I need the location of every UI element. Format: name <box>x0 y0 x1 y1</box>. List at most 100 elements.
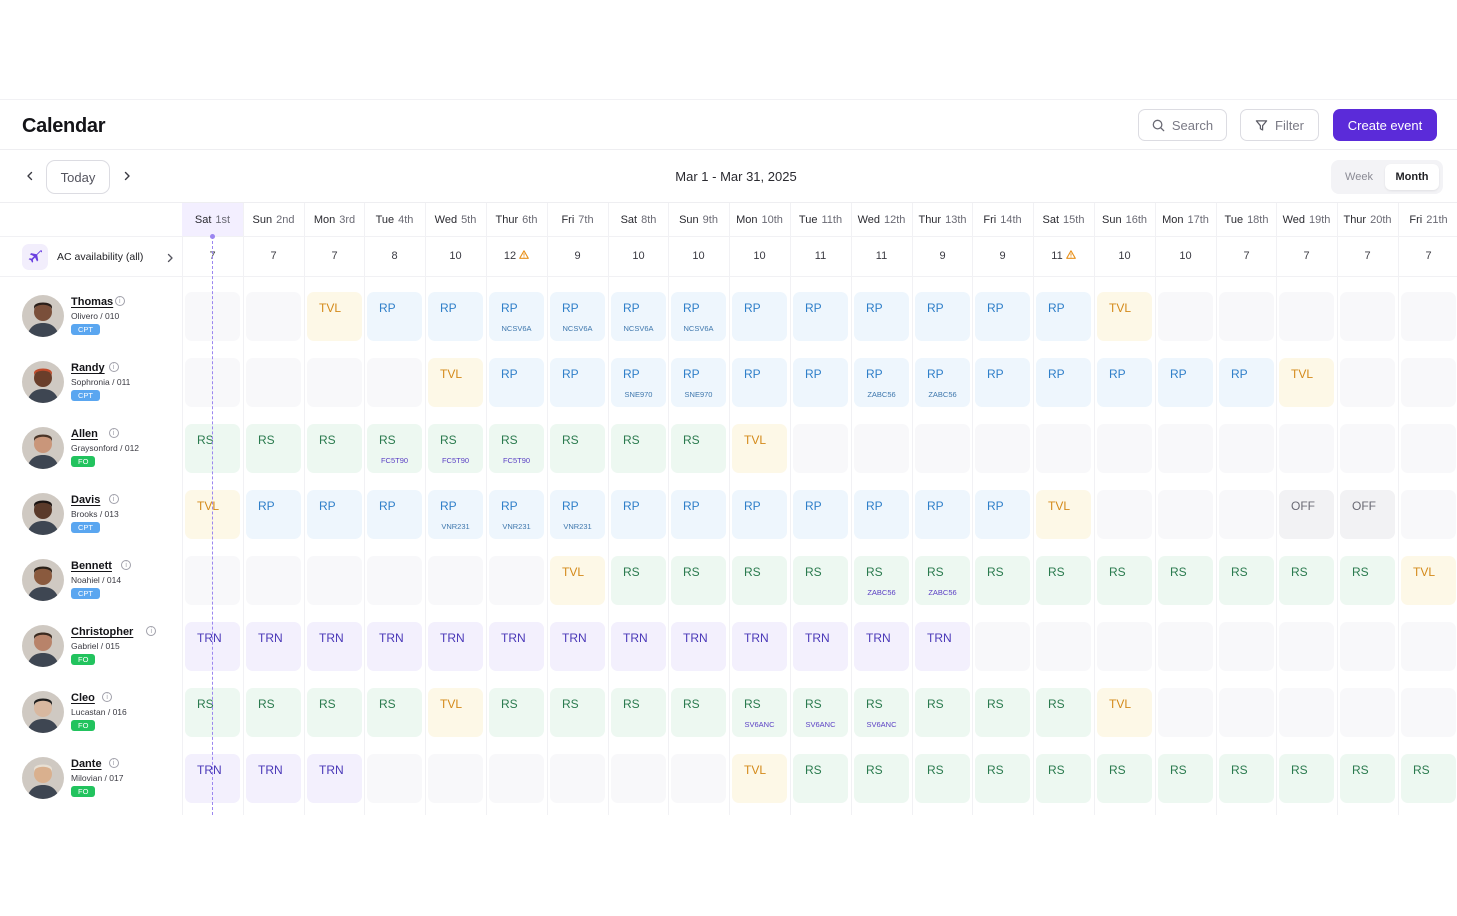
duty-cell-rs[interactable]: RS SV6ANC <box>793 688 848 737</box>
crew-name[interactable]: Davis <box>71 494 101 506</box>
ac-availability-row-header[interactable]: AC availability (all) <box>22 242 178 272</box>
empty-cell[interactable] <box>246 358 301 407</box>
day-header[interactable]: Fri 14th <box>972 203 1033 236</box>
duty-cell-rp[interactable]: RP SNE970 <box>611 358 666 407</box>
day-header[interactable]: Thur 13th <box>912 203 973 236</box>
duty-cell-rs[interactable]: RS <box>489 688 544 737</box>
duty-cell-trn[interactable]: TRN <box>671 622 726 671</box>
duty-cell-rs[interactable]: RS <box>1158 556 1213 605</box>
info-icon[interactable]: i <box>146 626 157 636</box>
duty-cell-rp[interactable]: RP <box>611 490 666 539</box>
duty-cell-trn[interactable]: TRN <box>246 622 301 671</box>
duty-cell-rp[interactable]: RP NCSV6A <box>489 292 544 341</box>
day-header[interactable]: Mon 10th <box>729 203 790 236</box>
crew-member[interactable]: Cleo i Lucastan / 016 FO <box>22 687 182 737</box>
search-button[interactable]: Search <box>1138 109 1227 141</box>
duty-cell-rs[interactable]: RS <box>1097 556 1152 605</box>
duty-cell-tvl[interactable]: TVL <box>428 688 483 737</box>
duty-cell-tvl[interactable]: TVL <box>307 292 362 341</box>
filter-button[interactable]: Filter <box>1240 109 1319 141</box>
duty-cell-rp[interactable]: RP <box>428 292 483 341</box>
duty-cell-rp[interactable]: RP VNR231 <box>550 490 605 539</box>
duty-cell-trn[interactable]: TRN <box>367 622 422 671</box>
empty-cell[interactable] <box>428 556 483 605</box>
crew-member[interactable]: Bennett i Noahiel / 014 CPT <box>22 555 182 605</box>
empty-cell[interactable] <box>1158 490 1213 539</box>
empty-cell[interactable] <box>1097 622 1152 671</box>
crew-member[interactable]: Thomas i Olivero / 010 CPT <box>22 291 182 341</box>
empty-cell[interactable] <box>1340 424 1395 473</box>
empty-cell[interactable] <box>1158 424 1213 473</box>
duty-cell-rs[interactable]: RS <box>611 424 666 473</box>
duty-cell-rp[interactable]: RP <box>732 292 787 341</box>
empty-cell[interactable] <box>671 754 726 803</box>
empty-cell[interactable] <box>1340 292 1395 341</box>
empty-cell[interactable] <box>1219 424 1274 473</box>
crew-member[interactable]: Davis i Brooks / 013 CPT <box>22 489 182 539</box>
empty-cell[interactable] <box>307 358 362 407</box>
crew-name[interactable]: Thomas <box>71 296 114 308</box>
day-header[interactable]: Sun 16th <box>1094 203 1155 236</box>
empty-cell[interactable] <box>428 754 483 803</box>
duty-cell-rp[interactable]: RP <box>1158 358 1213 407</box>
duty-cell-rs[interactable]: RS <box>975 556 1030 605</box>
empty-cell[interactable] <box>367 556 422 605</box>
duty-cell-trn[interactable]: TRN <box>307 754 362 803</box>
duty-cell-rs[interactable]: RS <box>611 556 666 605</box>
empty-cell[interactable] <box>1401 622 1456 671</box>
duty-cell-tvl[interactable]: TVL <box>1279 358 1334 407</box>
empty-cell[interactable] <box>1401 358 1456 407</box>
empty-cell[interactable] <box>1401 688 1456 737</box>
duty-cell-rs[interactable]: RS <box>1097 754 1152 803</box>
duty-cell-rs[interactable]: RS <box>671 556 726 605</box>
crew-name[interactable]: Bennett <box>71 560 112 572</box>
empty-cell[interactable] <box>1340 622 1395 671</box>
duty-cell-rs[interactable]: RS <box>550 424 605 473</box>
duty-cell-trn[interactable]: TRN <box>732 622 787 671</box>
empty-cell[interactable] <box>1401 490 1456 539</box>
empty-cell[interactable] <box>1219 688 1274 737</box>
duty-cell-rs[interactable]: RS <box>1401 754 1456 803</box>
duty-cell-rp[interactable]: RP <box>793 358 848 407</box>
duty-cell-rs[interactable]: RS <box>854 754 909 803</box>
duty-cell-trn[interactable]: TRN <box>854 622 909 671</box>
info-icon[interactable]: i <box>108 494 119 504</box>
duty-cell-tvl[interactable]: TVL <box>1097 688 1152 737</box>
duty-cell-trn[interactable]: TRN <box>489 622 544 671</box>
duty-cell-rs[interactable]: RS <box>611 688 666 737</box>
duty-cell-rp[interactable]: RP <box>246 490 301 539</box>
crew-name[interactable]: Cleo <box>71 692 95 704</box>
duty-cell-rs[interactable]: RS <box>367 688 422 737</box>
duty-cell-rp[interactable]: RP ZABC56 <box>915 358 970 407</box>
duty-cell-off[interactable]: OFF <box>1340 490 1395 539</box>
duty-cell-rp[interactable]: RP <box>489 358 544 407</box>
duty-cell-rs[interactable]: RS <box>246 424 301 473</box>
day-header[interactable]: Mon 3rd <box>304 203 365 236</box>
duty-cell-tvl[interactable]: TVL <box>1036 490 1091 539</box>
duty-cell-rp[interactable]: RP <box>1219 358 1274 407</box>
duty-cell-rs[interactable]: RS <box>975 688 1030 737</box>
empty-cell[interactable] <box>854 424 909 473</box>
info-icon[interactable]: i <box>108 362 119 372</box>
duty-cell-rs[interactable]: RS <box>1340 754 1395 803</box>
duty-cell-rs[interactable]: RS <box>671 688 726 737</box>
duty-cell-tvl[interactable]: TVL <box>1401 556 1456 605</box>
day-header[interactable]: Fri 21th <box>1398 203 1457 236</box>
duty-cell-rp[interactable]: RP NCSV6A <box>671 292 726 341</box>
duty-cell-rp[interactable]: RP <box>732 358 787 407</box>
empty-cell[interactable] <box>1036 424 1091 473</box>
day-header[interactable]: Sun 2nd <box>243 203 304 236</box>
empty-cell[interactable] <box>1279 424 1334 473</box>
duty-cell-rs[interactable]: RS <box>307 688 362 737</box>
duty-cell-rs[interactable]: RS <box>1219 754 1274 803</box>
empty-cell[interactable] <box>1158 688 1213 737</box>
crew-name[interactable]: Allen <box>71 428 98 440</box>
duty-cell-rs[interactable]: RS <box>1158 754 1213 803</box>
empty-cell[interactable] <box>246 556 301 605</box>
duty-cell-rp[interactable]: RP <box>550 358 605 407</box>
empty-cell[interactable] <box>975 622 1030 671</box>
empty-cell[interactable] <box>1219 292 1274 341</box>
duty-cell-rs[interactable]: RS ZABC56 <box>854 556 909 605</box>
empty-cell[interactable] <box>1036 622 1091 671</box>
day-header[interactable]: Wed 12th <box>851 203 912 236</box>
